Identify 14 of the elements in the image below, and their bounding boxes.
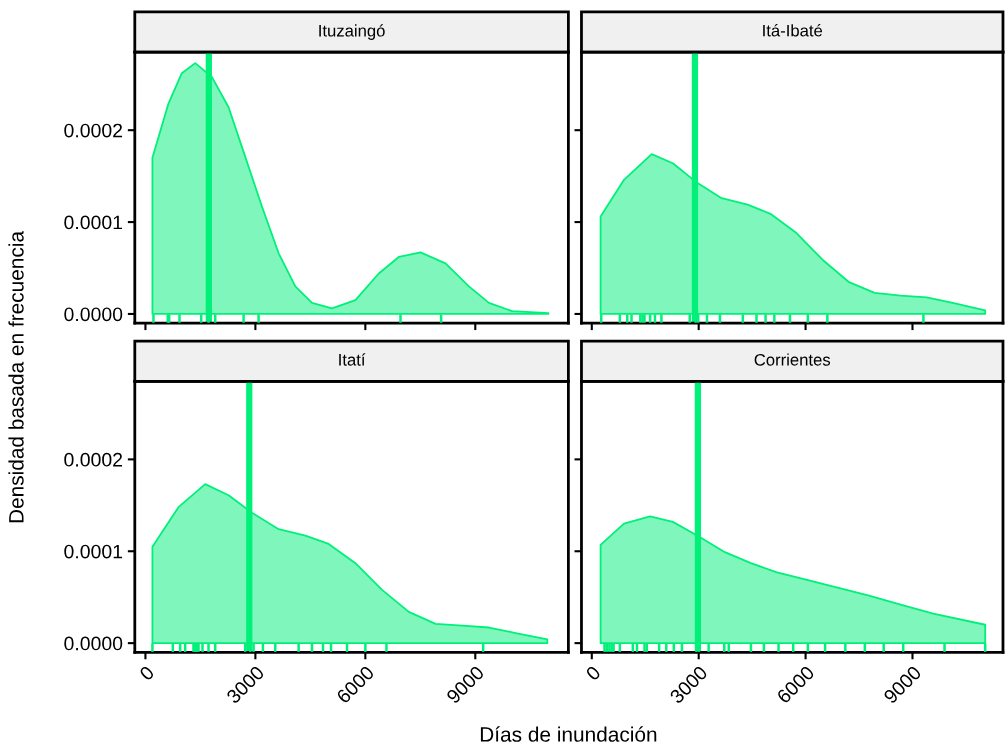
- x-tick-label: 0: [138, 665, 155, 682]
- x-tick-label: 0: [585, 665, 602, 682]
- y-tick-label: 0.0001: [64, 215, 123, 230]
- y-tick-label: 0.0000: [64, 636, 123, 651]
- y-axis-title: Densidad basada en frecuencia: [8, 230, 24, 523]
- y-tick-label: 0.0000: [64, 307, 123, 322]
- y-tick-label: 0.0001: [64, 544, 123, 559]
- chart-title: Itá-Ibaté: [763, 24, 823, 37]
- y-tick-label: 0.0002: [64, 452, 123, 467]
- chart-title: Corrientes: [754, 353, 831, 366]
- chart-title: Itatí: [339, 353, 366, 366]
- chart-title: Ituzaingó: [319, 24, 385, 40]
- x-axis-title: Días de inundación: [480, 726, 657, 742]
- y-tick-label: 0.0002: [64, 123, 123, 138]
